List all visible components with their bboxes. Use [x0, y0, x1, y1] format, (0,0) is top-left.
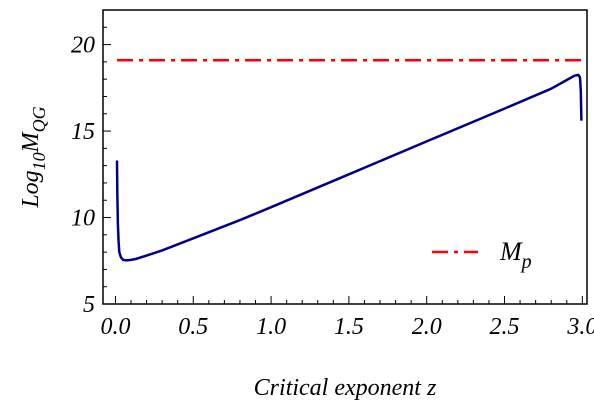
legend-label-symbol: M [499, 237, 523, 266]
y-tick-label: 15 [71, 119, 95, 145]
legend: Mp [432, 237, 532, 273]
y-tick-label: 10 [71, 206, 95, 232]
x-axis-title: Critical exponent z [254, 375, 437, 401]
x-tick-label: 1.5 [334, 314, 364, 340]
x-tick-label: 1.0 [256, 314, 286, 340]
x-tick-label: 2.5 [490, 314, 520, 340]
legend-label-sub: p [520, 251, 532, 273]
series [115, 58, 583, 262]
series-line-mqg [115, 73, 583, 262]
y-axis-title-base-sub: 10 [29, 152, 49, 170]
x-tick-label: 3.0 [566, 314, 594, 340]
y-axis-title-base: Log [18, 170, 44, 208]
plot-frame [102, 9, 588, 305]
legend-label: Mp [499, 237, 532, 273]
ticks: 0.0 0.5 1.0 1.5 2.0 2.5 3.0 5 10 15 20 [71, 9, 594, 340]
x-tick-label: 2.0 [412, 314, 442, 340]
y-axis-title-symbol: M [18, 130, 44, 153]
y-tick-label: 5 [83, 292, 95, 318]
y-axis-title: Log10MQG [18, 106, 49, 208]
x-tick-label: 0.0 [100, 314, 130, 340]
x-tick-label: 0.5 [178, 314, 208, 340]
y-tick-label: 20 [71, 33, 95, 59]
y-axis-title-symbol-sub: QG [29, 106, 49, 132]
